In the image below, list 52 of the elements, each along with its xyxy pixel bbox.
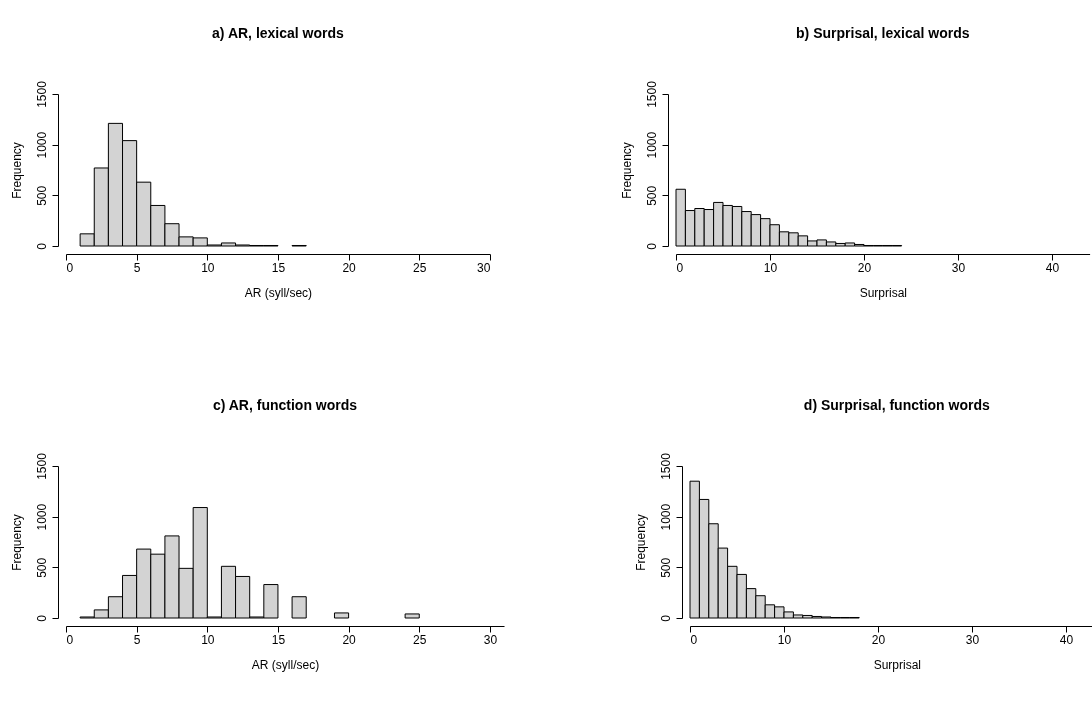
x-tick-label: 15 (271, 260, 286, 275)
x-tick-label: 25 (413, 260, 427, 275)
y-tick-label: 1000 (658, 503, 673, 531)
y-tick-label: 500 (34, 185, 49, 206)
y-axis-title: Frequency (633, 514, 648, 571)
chart-title: a) AR, lexical words (212, 24, 345, 41)
chart-title: c) AR, function words (212, 396, 358, 413)
x-tick-label: 30 (483, 632, 498, 647)
x-tick-label: 30 (965, 632, 980, 647)
y-tick-label: 1500 (34, 452, 49, 480)
y-tick-label: 0 (34, 614, 49, 622)
x-axis-title: Surprisal (859, 285, 907, 300)
x-axis-title: AR (syll/sec) (251, 657, 320, 672)
y-tick-label: 1500 (644, 80, 659, 108)
x-tick-label: 40 (1059, 632, 1074, 647)
x-tick-label: 30 (477, 260, 491, 275)
x-tick-label: 15 (271, 632, 286, 647)
y-tick-label: 500 (644, 185, 659, 206)
y-tick-label: 0 (658, 614, 673, 622)
y-tick-label: 1000 (644, 131, 659, 159)
x-tick-label: 25 (413, 632, 427, 647)
y-tick-label: 500 (34, 557, 49, 578)
y-tick-label: 0 (644, 242, 659, 250)
chart-title: b) Surprisal, lexical words (796, 24, 970, 41)
y-axis-title: Frequency (9, 142, 24, 199)
x-tick-label: 10 (201, 260, 215, 275)
x-tick-label: 5 (133, 632, 141, 647)
x-tick-label: 10 (777, 632, 792, 647)
x-axis-title: AR (syll/sec) (244, 285, 313, 300)
y-tick-label: 0 (34, 242, 49, 250)
y-axis-title: Frequency (9, 514, 24, 571)
x-tick-label: 40 (1045, 260, 1060, 275)
x-axis-title: Surprisal (873, 657, 921, 672)
x-tick-label: 20 (857, 260, 872, 275)
x-tick-label: 20 (871, 632, 886, 647)
y-tick-label: 1000 (34, 503, 49, 531)
x-tick-label: 0 (676, 260, 684, 275)
y-tick-label: 1500 (658, 452, 673, 480)
y-tick-label: 500 (658, 557, 673, 578)
x-tick-label: 0 (690, 632, 698, 647)
x-tick-label: 0 (66, 260, 74, 275)
x-tick-label: 20 (342, 260, 357, 275)
x-tick-label: 10 (201, 632, 215, 647)
x-tick-label: 30 (951, 260, 966, 275)
y-tick-label: 1000 (34, 131, 49, 159)
x-tick-label: 10 (763, 260, 778, 275)
y-tick-label: 1500 (34, 80, 49, 108)
chart-title: d) Surprisal, function words (803, 396, 990, 413)
x-tick-label: 5 (133, 260, 141, 275)
x-tick-label: 20 (342, 632, 357, 647)
y-axis-title: Frequency (619, 142, 634, 199)
x-tick-label: 0 (66, 632, 74, 647)
